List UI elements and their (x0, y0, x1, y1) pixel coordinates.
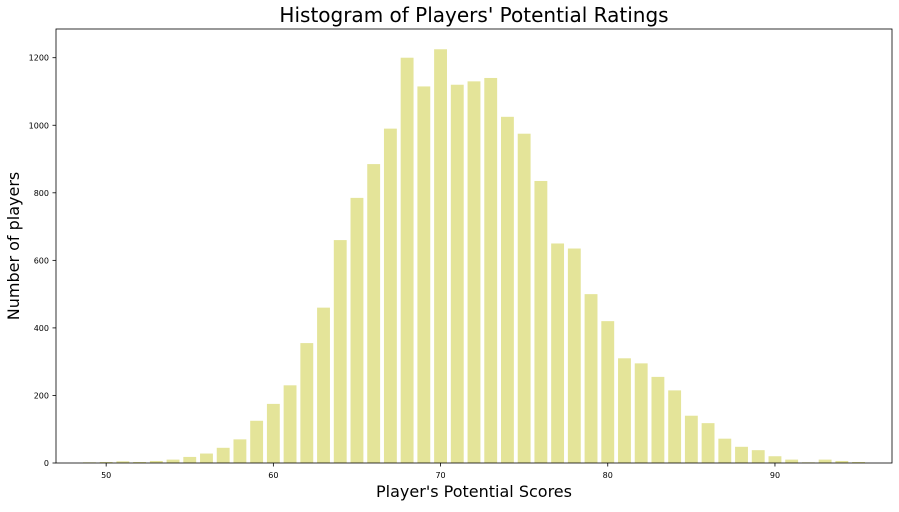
y-axis-label: Number of players (4, 172, 23, 321)
histogram-bar-6 (183, 456, 197, 463)
histogram-bar-33 (634, 363, 648, 463)
y-tick-label-1200: 1200 (29, 54, 49, 63)
histogram-bar-19 (400, 57, 414, 464)
histogram-bar-4 (149, 460, 163, 463)
histogram-bar-31 (601, 321, 615, 463)
bars-group (83, 49, 865, 464)
histogram-bar-21 (434, 49, 447, 463)
histogram-bar-25 (501, 116, 514, 463)
x-tick-label-50: 50 (101, 471, 111, 480)
histogram-bar-36 (684, 415, 698, 463)
histogram-bar-28 (551, 243, 565, 463)
histogram-bar-15 (333, 240, 347, 463)
x-axis: 50 60 70 80 90 (101, 463, 780, 480)
histogram-bar-23 (467, 81, 481, 463)
histogram-bar-46 (852, 461, 865, 463)
histogram-bar-37 (701, 423, 715, 463)
histogram-bar-42 (785, 459, 799, 463)
histogram-bar-24 (484, 77, 498, 463)
histogram-bar-17 (367, 164, 381, 463)
x-tick-label-80: 80 (603, 471, 613, 480)
y-tick-label-600: 600 (34, 256, 49, 265)
histogram-bar-45 (835, 460, 849, 463)
histogram-bar-2 (116, 461, 130, 463)
histogram-bar-11 (266, 403, 280, 463)
histogram-bar-20 (417, 86, 431, 464)
histogram-bar-12 (283, 385, 297, 463)
histogram-bar-32 (618, 358, 631, 463)
y-axis: 0 200 400 600 800 1000 1200 (29, 54, 56, 468)
histogram-bar-27 (534, 180, 548, 464)
histogram-bar-16 (350, 197, 364, 463)
histogram-bar-40 (751, 450, 765, 463)
x-tick-label-60: 60 (268, 471, 278, 480)
histogram-bar-34 (651, 376, 665, 463)
histogram-bar-38 (718, 438, 732, 463)
histogram-bar-13 (300, 343, 314, 463)
x-tick-label-70: 70 (435, 471, 445, 480)
histogram-bar-30 (584, 294, 598, 463)
histogram-bar-22 (450, 84, 464, 463)
histogram-bar-39 (735, 446, 748, 463)
histogram-bar-29 (567, 248, 581, 463)
y-tick-label-1000: 1000 (29, 121, 49, 130)
histogram-bar-26 (517, 133, 531, 463)
histogram-bar-7 (200, 453, 213, 463)
histogram-bar-44 (818, 459, 832, 463)
histogram-bar-14 (317, 307, 330, 463)
histogram-bar-5 (166, 459, 180, 463)
histogram-bar-10 (250, 420, 264, 463)
y-tick-label-0: 0 (44, 459, 49, 468)
plot-frame (55, 28, 893, 464)
histogram-bar-1 (99, 461, 113, 463)
histogram-bar-9 (233, 439, 247, 463)
x-tick-label-90: 90 (770, 471, 780, 480)
x-axis-label: Player's Potential Scores (376, 482, 572, 501)
y-tick-label-200: 200 (34, 391, 49, 400)
histogram-bar-18 (383, 128, 397, 463)
histogram-bar-3 (133, 461, 147, 463)
y-tick-label-400: 400 (34, 324, 49, 333)
chart-title: Histogram of Players' Potential Ratings (279, 3, 668, 27)
y-tick-label-800: 800 (34, 189, 49, 198)
histogram-bar-35 (668, 390, 682, 463)
histogram-bar-41 (768, 456, 782, 463)
histogram-bar-8 (216, 447, 230, 463)
